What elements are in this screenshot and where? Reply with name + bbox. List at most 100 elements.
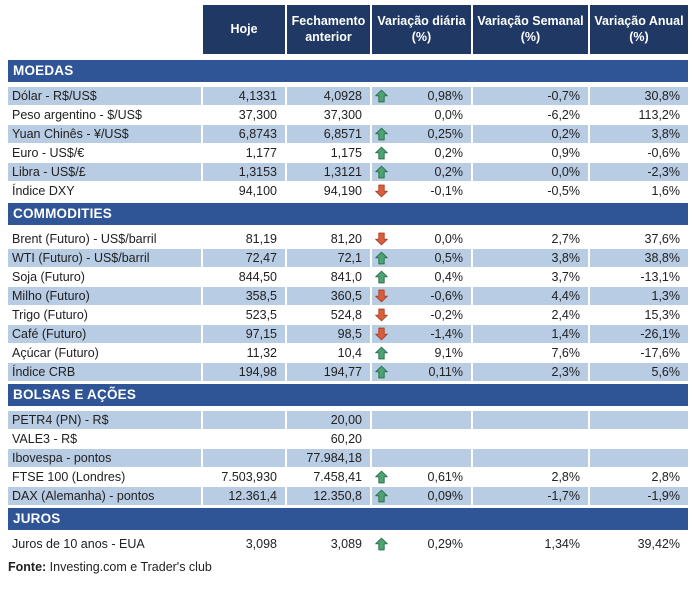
cell-variacao-semanal: 1,4% [473, 325, 590, 344]
cell-variacao-anual: 15,3% [590, 306, 688, 325]
cell-variacao-diaria: 0,29% [372, 535, 473, 554]
cell-variacao-anual [590, 430, 688, 449]
table-row: DAX (Alemanha) - pontos 12.361,4 12.350,8 0… [8, 487, 688, 506]
cell-variacao-semanal [473, 449, 590, 468]
table-row: Libra - US$/£ 1,3153 1,3121 0,2% 0,0% -2,3% [8, 163, 688, 182]
cell-fechamento-anterior: 6,8571 [287, 125, 372, 144]
cell-fechamento-anterior: 194,77 [287, 363, 372, 382]
cell-variacao-anual: -0,6% [590, 144, 688, 163]
cell-variacao-semanal: 2,7% [473, 230, 590, 249]
cell-variacao-anual: 30,8% [590, 87, 688, 106]
cell-variacao-diaria: 0,5% [372, 249, 473, 268]
cell-variacao-diaria: 0,11% [372, 363, 473, 382]
section-header-juros: JUROS [8, 506, 688, 535]
cell-fechamento-anterior: 841,0 [287, 268, 372, 287]
cell-variacao-anual: 37,6% [590, 230, 688, 249]
header-row: Hoje Fechamento anterior Variação diária… [8, 5, 688, 58]
cell-hoje [203, 449, 287, 468]
table-row: FTSE 100 (Londres) 7.503,930 7.458,41 0,61%… [8, 468, 688, 487]
cell-variacao-anual: -17,6% [590, 344, 688, 363]
table-row: Trigo (Futuro) 523,5 524,8 -0,2% 2,4% 15,3% [8, 306, 688, 325]
row-label: Soja (Futuro) [8, 268, 203, 287]
section-row-juros: JUROS [8, 506, 688, 535]
cell-variacao-semanal: 0,2% [473, 125, 590, 144]
cell-fechamento-anterior: 4,0928 [287, 87, 372, 106]
row-label: Libra - US$/£ [8, 163, 203, 182]
cell-fechamento-anterior: 360,5 [287, 287, 372, 306]
cell-variacao-anual: 113,2% [590, 106, 688, 125]
row-label: Milho (Futuro) [8, 287, 203, 306]
cell-variacao-diaria: 9,1% [372, 344, 473, 363]
up-arrow-icon [375, 489, 388, 503]
cell-variacao-semanal: 2,3% [473, 363, 590, 382]
cell-fechamento-anterior: 12.350,8 [287, 487, 372, 506]
cell-variacao-diaria [372, 449, 473, 468]
cell-variacao-diaria: 0,2% [372, 163, 473, 182]
down-arrow-icon [375, 289, 388, 303]
cell-hoje: 1,177 [203, 144, 287, 163]
cell-variacao-semanal: 0,0% [473, 163, 590, 182]
col-header-hoje: Hoje [203, 5, 287, 58]
table-row: Açúcar (Futuro) 11,32 10,4 9,1% 7,6% -17,6% [8, 344, 688, 363]
cell-hoje: 7.503,930 [203, 468, 287, 487]
cell-variacao-semanal: -0,5% [473, 182, 590, 201]
daily-change-value: 0,0% [434, 232, 464, 246]
daily-change-value: 0,4% [434, 270, 464, 284]
cell-variacao-anual: 1,6% [590, 182, 688, 201]
row-label: Yuan Chinês - ¥/US$ [8, 125, 203, 144]
table-row: Índice CRB 194,98 194,77 0,11% 2,3% 5,6% [8, 363, 688, 382]
cell-fechamento-anterior: 94,190 [287, 182, 372, 201]
daily-change-value: -0,2% [430, 308, 463, 322]
daily-change-value: 0,25% [427, 127, 463, 141]
row-label: Peso argentino - $/US$ [8, 106, 203, 125]
cell-variacao-semanal: 7,6% [473, 344, 590, 363]
row-label: Índice DXY [8, 182, 203, 201]
up-arrow-icon [375, 270, 388, 284]
row-label: DAX (Alemanha) - pontos [8, 487, 203, 506]
cell-variacao-diaria: 0,09% [372, 487, 473, 506]
cell-fechamento-anterior: 20,00 [287, 411, 372, 430]
cell-variacao-anual: 2,8% [590, 468, 688, 487]
up-arrow-icon [375, 89, 388, 103]
cell-variacao-anual: -26,1% [590, 325, 688, 344]
daily-change-value: 0,2% [434, 146, 464, 160]
cell-variacao-semanal: 0,9% [473, 144, 590, 163]
daily-change-value: 0,11% [428, 365, 463, 379]
cell-hoje: 37,300 [203, 106, 287, 125]
table-row: PETR4 (PN) - R$ 20,00 [8, 411, 688, 430]
cell-fechamento-anterior: 10,4 [287, 344, 372, 363]
section-row-commodities: COMMODITIES [8, 201, 688, 230]
source-text: Investing.com e Trader's club [46, 560, 212, 574]
cell-variacao-diaria: -0,2% [372, 306, 473, 325]
cell-variacao-semanal: 4,4% [473, 287, 590, 306]
daily-change-value: 0,61% [427, 470, 463, 484]
cell-fechamento-anterior: 37,300 [287, 106, 372, 125]
row-label: FTSE 100 (Londres) [8, 468, 203, 487]
table-row: Ibovespa - pontos 77.984,18 [8, 449, 688, 468]
cell-variacao-diaria: -0,6% [372, 287, 473, 306]
cell-hoje: 523,5 [203, 306, 287, 325]
cell-fechamento-anterior: 1,175 [287, 144, 372, 163]
col-header-variacao-diaria: Variação diária (%) [372, 5, 473, 58]
table-row: Euro - US$/€ 1,177 1,175 0,2% 0,9% -0,6% [8, 144, 688, 163]
daily-change-value: 0,09% [427, 489, 463, 503]
cell-variacao-semanal: 2,8% [473, 468, 590, 487]
section-row-moedas: MOEDAS [8, 58, 688, 87]
table-row: Brent (Futuro) - US$/barril 81,19 81,20 0,0… [8, 230, 688, 249]
cell-variacao-anual: 1,3% [590, 287, 688, 306]
cell-variacao-semanal: 1,34% [473, 535, 590, 554]
up-arrow-icon [375, 537, 388, 551]
cell-hoje: 72,47 [203, 249, 287, 268]
row-label: Índice CRB [8, 363, 203, 382]
cell-variacao-anual: 38,8% [590, 249, 688, 268]
table-row: VALE3 - R$ 60,20 [8, 430, 688, 449]
col-header-fechamento-anterior: Fechamento anterior [287, 5, 372, 58]
cell-hoje: 4,1331 [203, 87, 287, 106]
cell-variacao-semanal: 3,8% [473, 249, 590, 268]
down-arrow-icon [375, 232, 388, 246]
row-label: Juros de 10 anos - EUA [8, 535, 203, 554]
cell-fechamento-anterior: 60,20 [287, 430, 372, 449]
cell-variacao-anual: -1,9% [590, 487, 688, 506]
cell-variacao-diaria [372, 430, 473, 449]
table-row: WTI (Futuro) - US$/barril 72,47 72,1 0,5% 3,… [8, 249, 688, 268]
